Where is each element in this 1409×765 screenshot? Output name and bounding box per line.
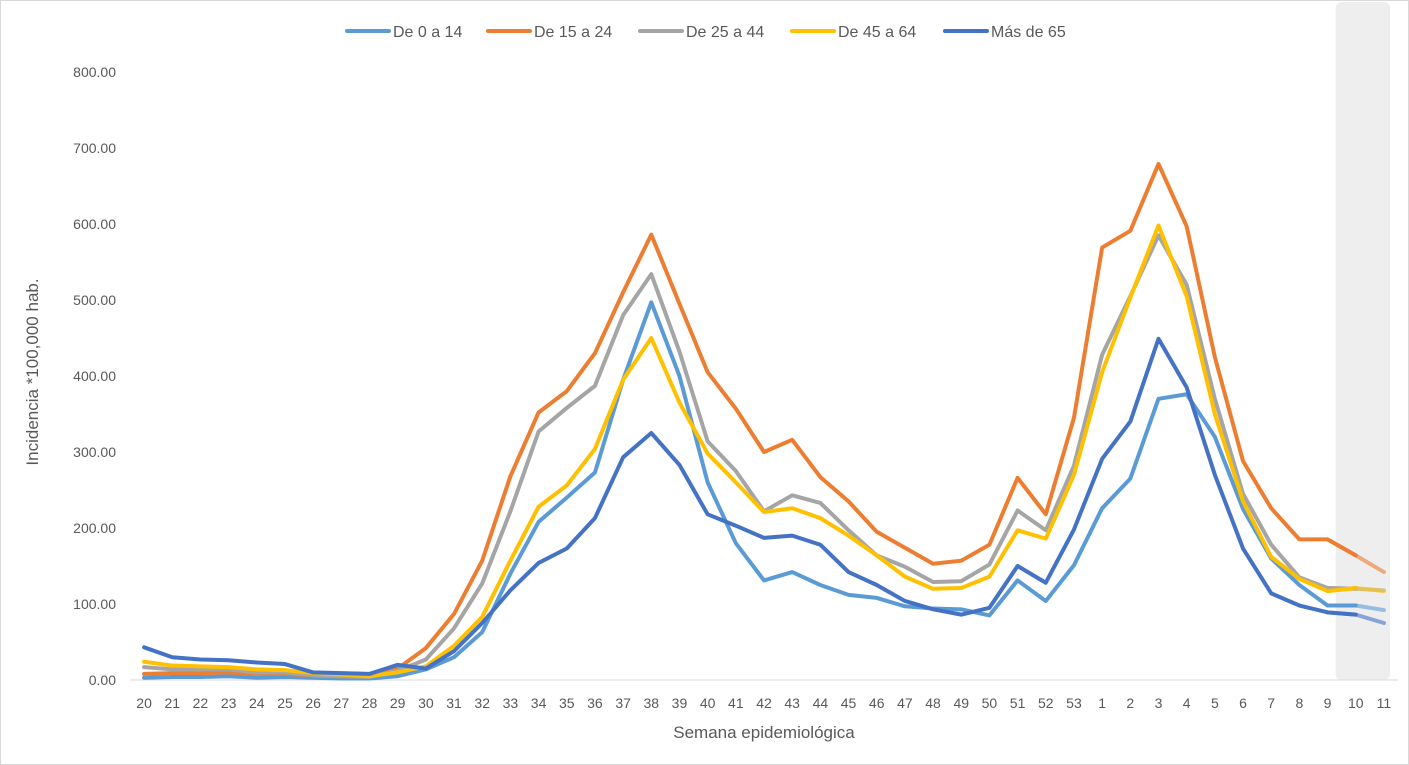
x-tick-label: 7 (1267, 695, 1275, 711)
y-tick-label: 800.00 (73, 64, 116, 80)
x-tick-label: 53 (1066, 695, 1082, 711)
x-tick-label: 33 (503, 695, 519, 711)
legend: De 0 a 14 De 15 a 24 De 25 a 44 De 45 a 64 M… (345, 24, 1066, 41)
x-tick-label: 29 (390, 695, 406, 711)
x-tick-label: 39 (672, 695, 688, 711)
x-tick-label: 24 (249, 695, 265, 711)
x-tick-label: 45 (841, 695, 857, 711)
x-tick-label: 37 (615, 695, 631, 711)
y-tick-label: 600.00 (73, 216, 116, 232)
y-tick-label: 500.00 (73, 292, 116, 308)
y-axis-ticks: 0.00 100.00 200.00 300.00 400.00 500.00 600.00… (73, 64, 116, 688)
series-lines (142, 161, 1386, 681)
x-tick-label: 5 (1211, 695, 1219, 711)
x-tick-label: 40 (700, 695, 716, 711)
x-axis-ticks: 20 21 22 23 24 25 26 27 28 29 30 31 32 33 34 35 36 37 38 39… (136, 695, 1391, 711)
legend-label: De 15 a 24 (534, 24, 612, 41)
x-tick-label: 25 (277, 695, 293, 711)
y-tick-label: 700.00 (73, 140, 116, 156)
legend-item: De 25 a 44 (638, 24, 764, 41)
x-tick-label: 20 (136, 695, 152, 711)
y-tick-label: 200.00 (73, 520, 116, 536)
x-tick-label: 2 (1126, 695, 1134, 711)
x-tick-label: 41 (728, 695, 744, 711)
x-tick-label: 9 (1324, 695, 1332, 711)
x-tick-label: 38 (643, 695, 659, 711)
y-tick-label: 300.00 (73, 444, 116, 460)
series-line-projected (1325, 610, 1386, 625)
legend-label: De 25 a 44 (686, 24, 764, 41)
series-line-projected (1325, 586, 1386, 594)
x-tick-label: 3 (1155, 695, 1163, 711)
x-tick-label: 6 (1239, 695, 1247, 711)
legend-label: De 0 a 14 (393, 24, 462, 41)
x-tick-label: 48 (925, 695, 941, 711)
x-tick-label: 50 (982, 695, 998, 711)
legend-label: Más de 65 (991, 24, 1066, 41)
x-tick-label: 30 (418, 695, 434, 711)
series-1 (142, 300, 1386, 681)
x-tick-label: 26 (305, 695, 321, 711)
x-tick-label: 32 (474, 695, 490, 711)
x-tick-label: 52 (1038, 695, 1054, 711)
x-tick-label: 42 (756, 695, 772, 711)
x-tick-label: 31 (446, 695, 462, 711)
x-tick-label: 28 (362, 695, 378, 711)
x-axis-title: Semana epidemiológica (673, 723, 855, 742)
x-tick-label: 11 (1377, 695, 1392, 711)
x-tick-label: 8 (1295, 695, 1303, 711)
x-tick-label: 36 (587, 695, 603, 711)
legend-item: Más de 65 (943, 24, 1066, 41)
y-axis-title: Incidencia *100,000 hab. (23, 278, 42, 465)
x-tick-label: 27 (334, 695, 350, 711)
x-tick-label: 21 (164, 695, 180, 711)
series-line (142, 300, 1358, 681)
legend-item: De 0 a 14 (345, 24, 462, 41)
series-line-projected (1325, 603, 1386, 613)
x-tick-label: 44 (813, 695, 829, 711)
x-tick-label: 35 (559, 695, 575, 711)
x-tick-label: 51 (1010, 695, 1026, 711)
y-tick-label: 400.00 (73, 368, 116, 384)
x-tick-label: 46 (869, 695, 885, 711)
y-tick-label: 100.00 (73, 596, 116, 612)
series-5 (142, 336, 1386, 676)
x-tick-label: 4 (1183, 695, 1191, 711)
series-line (142, 336, 1358, 676)
x-tick-label: 34 (531, 695, 547, 711)
x-tick-label: 23 (221, 695, 237, 711)
y-tick-label: 0.00 (89, 672, 116, 688)
x-tick-label: 49 (953, 695, 969, 711)
x-tick-label: 1 (1098, 695, 1106, 711)
x-tick-label: 43 (784, 695, 800, 711)
x-tick-label: 22 (193, 695, 209, 711)
legend-item: De 45 a 64 (790, 24, 916, 41)
legend-label: De 45 a 64 (838, 24, 916, 41)
series-line-projected (1325, 537, 1386, 575)
x-tick-label: 10 (1348, 695, 1364, 711)
legend-item: De 15 a 24 (486, 24, 612, 41)
x-tick-label: 47 (897, 695, 913, 711)
highlight-band (1335, 2, 1390, 680)
